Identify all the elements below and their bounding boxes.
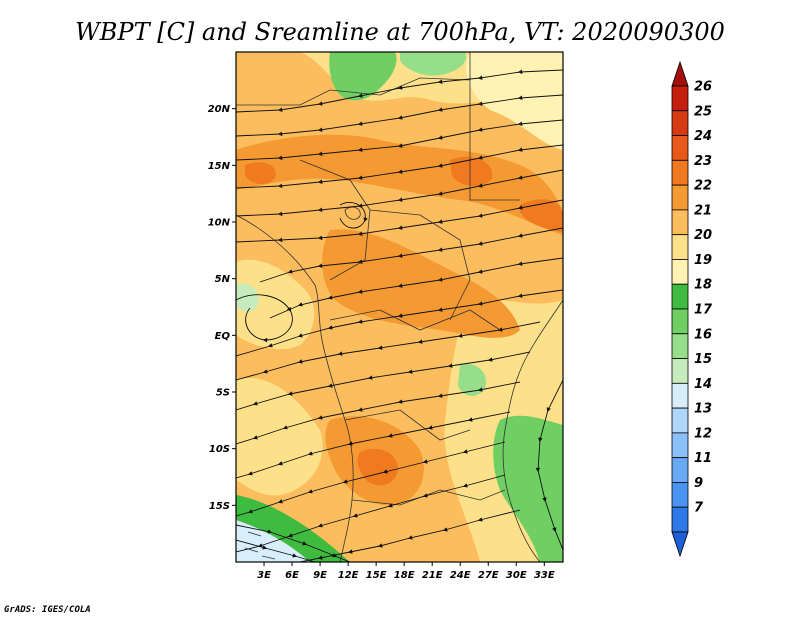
streamline — [535, 379, 563, 551]
wind-vectors — [244, 531, 276, 560]
x-tick-label: 33E — [534, 570, 555, 581]
colorbar-swatch — [671, 506, 689, 533]
colorbar-label: 15 — [694, 352, 712, 367]
x-tick-label: 3E — [257, 570, 271, 581]
colorbar-swatch — [671, 407, 689, 434]
colorbar-label: 25 — [694, 104, 712, 119]
colorbar-swatch — [671, 457, 689, 483]
colorbar-label: 22 — [694, 179, 712, 194]
colorbar-label: 16 — [694, 327, 712, 342]
grads-credit: GrADS: IGES/COLA — [4, 605, 91, 615]
colorbar-label: 11 — [694, 451, 712, 466]
y-axis: 20N 15N 10N 5N EQ 5S 10S 15S — [208, 104, 236, 512]
colorbar-swatch — [671, 209, 689, 236]
colorbar-label: 14 — [694, 377, 712, 392]
east-coast — [502, 299, 563, 562]
colorbar-label: 17 — [694, 303, 713, 318]
streamlines — [236, 69, 563, 562]
colorbar-min-triangle — [671, 531, 689, 558]
x-tick-label: 6E — [285, 570, 299, 581]
colorbar: 26 25 24 23 22 21 20 19 18 17 16 15 14 13 12 11 9 7 — [671, 60, 713, 558]
x-tick-label: 9E — [313, 570, 327, 581]
x-tick-label: 27E — [478, 570, 499, 581]
y-tick-label: 10N — [208, 218, 231, 229]
x-tick-label: 30E — [506, 570, 527, 581]
colorbar-label: 23 — [694, 154, 712, 169]
colorbar-swatch — [671, 308, 689, 335]
map-frame — [235, 51, 564, 563]
map-panel — [236, 52, 563, 562]
y-tick-label: 5N — [215, 274, 231, 285]
colorbar-swatch — [671, 432, 689, 459]
wbpt-zone-16-west — [236, 283, 259, 312]
colorbar-swatch — [671, 333, 689, 359]
colorbar-swatch — [671, 259, 689, 285]
colorbar-swatch — [671, 358, 689, 384]
x-tick-label: 24E — [450, 570, 471, 581]
colorbar-label: 19 — [694, 253, 712, 268]
y-tick-label: 15N — [208, 161, 231, 172]
colorbar-swatch — [671, 159, 689, 186]
colorbar-label: 21 — [694, 203, 712, 218]
wbpt-zone-23-hotspot-3 — [520, 199, 563, 232]
colorbar-swatch — [671, 184, 689, 211]
colorbar-swatch — [671, 234, 689, 260]
colorbar-label: 12 — [694, 426, 712, 441]
colorbar-swatch — [671, 110, 689, 136]
x-tick-label: 12E — [338, 570, 359, 581]
colorbar-label: 9 — [694, 476, 703, 491]
colorbar-label: 18 — [694, 278, 712, 293]
wbpt-zone-23-hotspot-1 — [245, 162, 276, 185]
colorbar-max-triangle — [671, 60, 689, 87]
y-tick-label: 15S — [209, 501, 230, 512]
colorbar-swatch — [671, 482, 689, 508]
x-tick-label: 21E — [422, 570, 443, 581]
wind-vector — [244, 547, 259, 553]
colorbar-label: 20 — [694, 228, 712, 243]
x-axis: 3E 6E 9E 12E 15E 18E 21E 24E 27E 30E 33E — [257, 562, 555, 581]
y-tick-label: 5S — [216, 388, 230, 399]
colorbar-label: 24 — [694, 129, 712, 144]
wind-vector — [247, 531, 262, 537]
colorbar-label: 13 — [694, 402, 712, 417]
chart-title: WBPT [C] and Sreamline at 700hPa, VT: 20… — [75, 18, 725, 46]
colorbar-swatch — [671, 85, 689, 112]
y-tick-label: 10S — [209, 444, 230, 455]
colorbar-swatch — [671, 135, 689, 161]
y-tick-label: 20N — [208, 104, 231, 115]
streamline — [236, 524, 351, 562]
x-tick-label: 15E — [366, 570, 387, 581]
streamline — [236, 294, 293, 343]
colorbar-swatch — [671, 283, 689, 310]
streamline — [339, 201, 368, 229]
y-tick-label: EQ — [215, 331, 231, 342]
colorbar-label: 26 — [694, 80, 712, 95]
wind-vector — [261, 555, 276, 560]
colorbar-label: 7 — [694, 501, 704, 516]
x-tick-label: 18E — [394, 570, 415, 581]
colorbar-swatch — [671, 382, 689, 409]
